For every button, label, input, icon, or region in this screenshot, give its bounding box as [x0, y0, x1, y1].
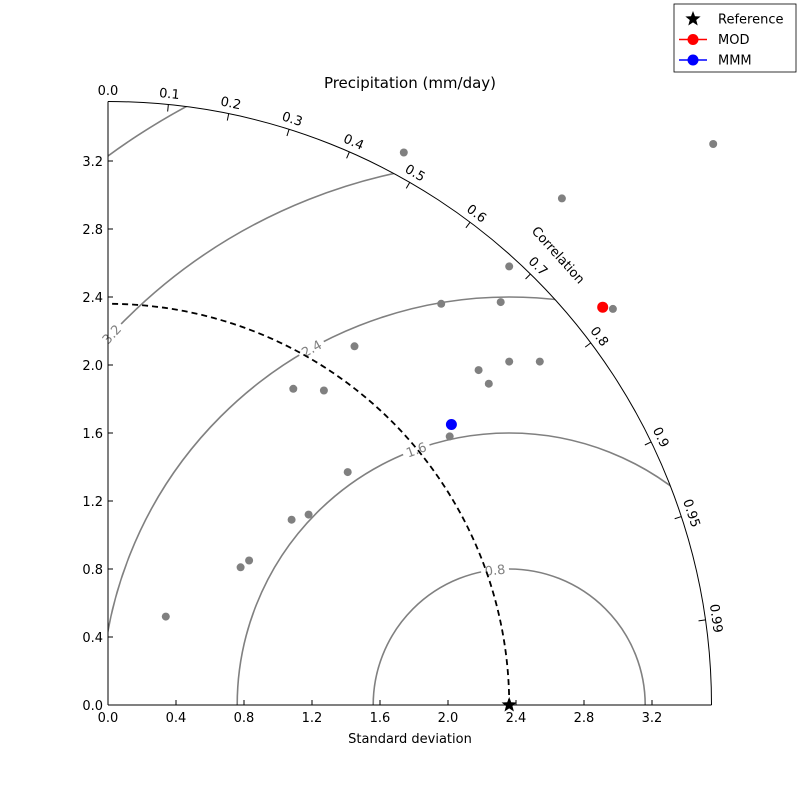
model-point-9	[399, 148, 408, 157]
corr-tick-label-1: 0.1	[158, 86, 180, 103]
corr-tick-8	[584, 342, 592, 348]
model-point-16	[505, 357, 514, 366]
x-tick-label-6: 2.4	[506, 711, 527, 726]
y-tick-label-6: 2.4	[82, 291, 103, 306]
model-point-12	[474, 366, 483, 375]
x-tick-label-7: 2.8	[574, 711, 595, 726]
reference-std-arc	[107, 302, 511, 706]
y-tick-label-7: 2.8	[82, 223, 103, 238]
rmsd-contour-1	[236, 432, 712, 705]
model-point-20	[709, 140, 718, 148]
corr-tick-5	[405, 182, 411, 189]
model-point-4	[304, 510, 313, 519]
model-point-0	[161, 612, 170, 621]
x-axis-label: Standard deviation	[348, 732, 472, 747]
x-tick-label-2: 0.8	[234, 711, 255, 726]
model-point-14	[496, 298, 505, 307]
reference-point	[501, 697, 517, 712]
y-tick-label-8: 3.2	[82, 155, 103, 170]
model-point-11	[445, 432, 454, 441]
rmsd-label-bg-1	[400, 437, 433, 462]
y-tick-label-3: 1.2	[82, 495, 103, 510]
y-tick-label-1: 0.4	[82, 631, 103, 646]
model-point-8	[343, 468, 352, 477]
legend-marker-2	[687, 54, 699, 66]
y-tick-label-5: 2.0	[82, 359, 103, 374]
x-tick-label-0: 0.0	[98, 711, 119, 726]
model-point-17	[535, 357, 544, 366]
corr-tick-7	[525, 273, 531, 280]
y-tick-label-2: 0.8	[82, 563, 103, 578]
corr-tick-label-11: 0.99	[706, 603, 725, 634]
corr-tick-11	[698, 619, 706, 622]
corr-tick-label-6: 0.6	[463, 202, 489, 226]
rmsd-contour-4	[108, 101, 712, 705]
corr-tick-10	[674, 516, 682, 520]
legend-label-0: Reference	[718, 13, 783, 28]
model-point-6	[319, 386, 328, 395]
corr-tick-label-3: 0.3	[280, 110, 304, 131]
corr-tick-6	[465, 221, 471, 229]
model-point-13	[484, 379, 493, 388]
corr-tick-label-5: 0.5	[402, 162, 427, 185]
corr-tick-4	[346, 151, 350, 159]
x-tick-label-5: 2.0	[438, 711, 459, 726]
corr-tick-label-0: 0.0	[98, 84, 119, 99]
model-point-15	[505, 262, 514, 271]
legend-marker-0	[685, 11, 701, 26]
outer-arc	[107, 101, 712, 706]
y-tick-label-4: 1.6	[82, 427, 103, 442]
model-point-3	[287, 515, 296, 524]
corr-tick-label-2: 0.2	[219, 94, 242, 113]
rmsd-contour-0	[372, 568, 646, 705]
model-point-19	[608, 304, 617, 313]
model-point-5	[289, 384, 298, 393]
chart-title: Precipitation (mm/day)	[324, 74, 496, 92]
corr-tick-2	[226, 113, 230, 121]
legend: Reference MOD MMM	[673, 3, 797, 73]
legend-label-2: MMM	[718, 54, 752, 69]
rmsd-label-bg-3	[95, 318, 127, 350]
rmsd-contour-label-0: 0.8	[484, 563, 506, 580]
x-tick-label-3: 1.2	[302, 711, 323, 726]
corr-tick-label-4: 0.4	[341, 132, 366, 154]
corr-tick-label-9: 0.9	[649, 425, 672, 450]
model-point-2	[245, 556, 254, 565]
mod-point	[597, 301, 609, 313]
model-point-18	[557, 194, 566, 203]
x-tick-label-1: 0.4	[166, 711, 187, 726]
mmm-point	[445, 419, 457, 430]
y-tick-label-0: 0.0	[82, 699, 103, 714]
corr-tick-label-8: 0.8	[587, 324, 611, 350]
model-point-7	[350, 342, 359, 351]
rmsd-contour-label-1: 1.6	[404, 440, 429, 461]
corr-tick-1	[167, 104, 169, 112]
legend-marker-1	[687, 34, 699, 45]
model-point-10	[437, 299, 446, 308]
corr-tick-9	[644, 441, 652, 446]
legend-label-1: MOD	[718, 33, 749, 48]
model-point-1	[236, 563, 245, 572]
x-tick-label-4: 1.6	[370, 711, 391, 726]
corr-tick-3	[286, 129, 290, 137]
x-tick-label-8: 3.2	[642, 711, 663, 726]
corr-tick-label-10: 0.95	[679, 497, 702, 529]
rmsd-contour-2	[108, 296, 712, 705]
